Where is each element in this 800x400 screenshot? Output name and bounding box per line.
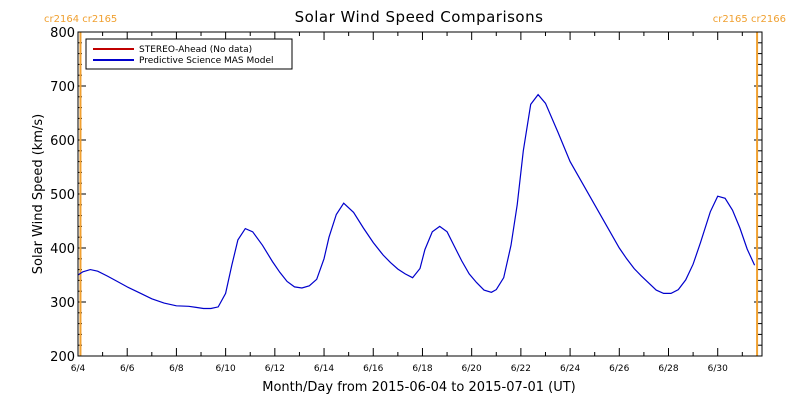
x-axis-label: Month/Day from 2015-06-04 to 2015-07-01 …	[262, 380, 575, 395]
legend: STEREO-Ahead (No data) Predictive Scienc…	[85, 38, 293, 70]
legend-label-mas-model: Predictive Science MAS Model	[139, 56, 274, 66]
chart-title: Solar Wind Speed Comparisons	[295, 8, 544, 26]
x-tick-label: 6/10	[216, 364, 236, 374]
x-tick-label: 6/18	[412, 364, 432, 374]
x-tick-label: 6/26	[609, 364, 629, 374]
y-tick-label: 200	[50, 350, 75, 365]
x-tick-label: 6/8	[169, 364, 184, 374]
y-tick-label: 500	[50, 188, 75, 203]
x-tick-label: 6/14	[314, 364, 334, 374]
plot-frame	[77, 31, 763, 357]
x-tick-label: 6/30	[708, 364, 728, 374]
y-axis-label: Solar Wind Speed (km/s)	[31, 114, 46, 274]
x-tick-label: 6/4	[71, 364, 86, 374]
carrington-labels: cr2164 cr2165 cr2165 cr2166	[44, 14, 786, 25]
legend-label-stereo-ahead: STEREO-Ahead (No data)	[139, 45, 252, 55]
x-tick-label: 6/22	[511, 364, 531, 374]
x-tick-label: 6/24	[560, 364, 580, 374]
y-tick-label: 700	[50, 80, 75, 95]
y-tick-label: 600	[50, 134, 75, 149]
x-tick-label: 6/6	[120, 364, 135, 374]
x-tick-label: 6/16	[363, 364, 383, 374]
x-tick-label: 6/28	[658, 364, 678, 374]
x-tick-label: 6/12	[265, 364, 285, 374]
x-tick-label: 6/20	[462, 364, 482, 374]
carrington-label: cr2164 cr2165	[44, 14, 117, 25]
series-line-mas-model	[77, 93, 756, 310]
y-tick-label: 300	[50, 296, 75, 311]
x-axis-ticks: 6/4 6/6 6/8 6/10 6/12 6/14 6/16 6/18 6/20 6/22 6/2…	[71, 32, 743, 374]
y-tick-label: 400	[50, 242, 75, 257]
legend-box	[85, 38, 293, 70]
carrington-label: cr2165 cr2166	[713, 14, 786, 25]
y-tick-label: 800	[50, 26, 75, 41]
carrington-marker-lines	[79, 32, 759, 356]
